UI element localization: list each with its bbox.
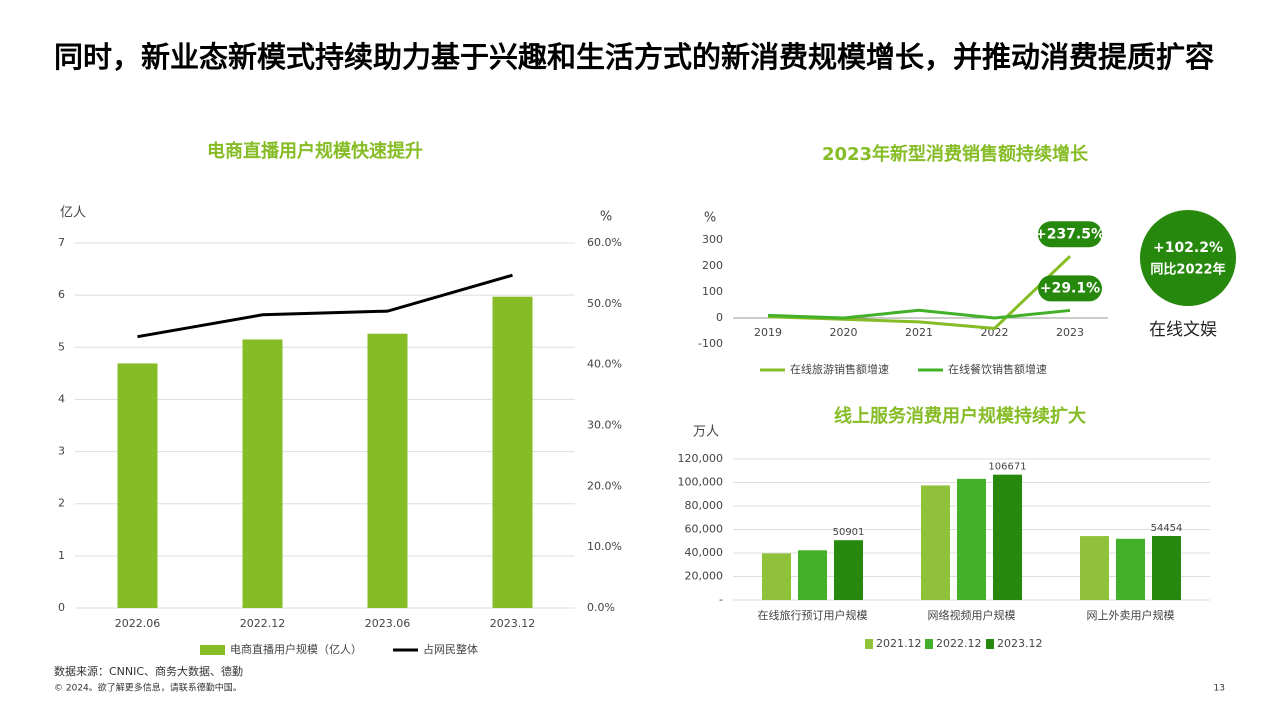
x-tick-label: 2023	[1056, 326, 1084, 339]
y2-tick-label: 30.0%	[587, 419, 622, 432]
y-tick-label: 0	[716, 311, 723, 324]
y-axis-label: 亿人	[60, 206, 86, 221]
y-tick-label: 3	[58, 445, 65, 458]
callout-value: +102.2%	[1153, 240, 1223, 256]
bar	[1080, 536, 1109, 600]
bar	[921, 485, 950, 600]
x-tick-label: 2020	[830, 326, 858, 339]
chart-title: 电商直播用户规模快速提升	[207, 140, 423, 162]
legend-marker	[986, 639, 994, 649]
x-tick-label: 在线旅行预订用户规模	[758, 608, 868, 622]
x-tick-label: 2023.06	[365, 617, 411, 630]
callout-label: 在线文娱	[1149, 320, 1217, 340]
y-tick-label: 100	[702, 285, 723, 298]
callout-note: 同比2022年	[1150, 262, 1225, 278]
y-tick-label: -	[719, 593, 723, 606]
y-tick-label: 6	[58, 288, 65, 301]
value-label-bubble	[1038, 275, 1102, 302]
legend-marker	[925, 639, 933, 649]
y2-tick-label: 20.0%	[587, 479, 622, 492]
bar	[242, 339, 283, 608]
y2-tick-label: 0.0%	[587, 601, 615, 614]
y2-tick-label: 10.0%	[587, 540, 622, 553]
value-label: 106671	[988, 462, 1026, 473]
line	[137, 273, 513, 339]
legend-marker	[865, 639, 873, 649]
x-tick-label: 2019	[754, 326, 782, 339]
y-tick-label: 100,000	[678, 476, 724, 489]
x-tick-label: 2023.12	[490, 617, 536, 630]
y-tick-label: 0	[58, 601, 65, 614]
bar	[762, 553, 791, 600]
value-label: 54454	[1151, 523, 1183, 534]
value-label: 50901	[833, 527, 865, 538]
bar	[492, 296, 533, 608]
y-tick-label: 40,000	[685, 546, 724, 559]
bar	[117, 363, 158, 608]
y-axis-label: %	[704, 211, 716, 226]
legend-label: 在线旅游销售额增速	[790, 362, 889, 376]
x-tick-label: 2022.12	[240, 617, 286, 630]
chart-title: 2023年新型消费销售额持续增长	[822, 143, 1089, 165]
y2-tick-label: 60.0%	[587, 236, 622, 249]
value-label-bubble	[1038, 221, 1102, 248]
y-tick-label: 20,000	[685, 570, 724, 583]
y2-tick-label: 50.0%	[587, 297, 622, 310]
y-tick-label: 5	[58, 340, 65, 353]
page-number: 13	[1214, 684, 1225, 694]
legend-label: 在线餐饮销售额增速	[948, 362, 1047, 376]
bar	[834, 540, 863, 600]
bar	[1116, 538, 1145, 600]
y-tick-label: 1	[58, 549, 65, 562]
y2-axis-label: %	[600, 210, 612, 225]
y-tick-label: 7	[58, 236, 65, 249]
x-tick-label: 网络视频用户规模	[928, 608, 1016, 622]
y-tick-label: 2	[58, 497, 65, 510]
y-tick-label: 80,000	[685, 499, 724, 512]
bar	[798, 550, 827, 600]
value-label: +237.5%	[1035, 226, 1105, 242]
copyright: © 2024。欲了解更多信息，请联系德勤中国。	[54, 682, 242, 694]
bar	[993, 474, 1022, 600]
y-tick-label: -100	[698, 337, 723, 350]
y-tick-label: 4	[58, 392, 65, 405]
y2-tick-label: 40.0%	[587, 358, 622, 371]
y-tick-label: 60,000	[685, 523, 724, 536]
callout-circle	[1140, 210, 1236, 306]
bar	[1152, 536, 1181, 600]
bar	[957, 478, 986, 600]
legend-label: 2023.12	[997, 637, 1043, 650]
y-axis-label: 万人	[693, 425, 719, 440]
x-tick-label: 2022.06	[115, 617, 161, 630]
y-tick-label: 200	[702, 259, 723, 272]
legend-label: 2022.12	[936, 637, 982, 650]
legend-label: 电商直播用户规模（亿人）	[230, 642, 362, 656]
bar	[367, 333, 408, 608]
legend-marker	[200, 645, 225, 655]
value-label: +29.1%	[1040, 280, 1100, 296]
x-tick-label: 网上外卖用户规模	[1087, 608, 1175, 622]
y-tick-label: 120,000	[678, 452, 724, 465]
chart-title: 线上服务消费用户规模持续扩大	[834, 405, 1086, 427]
legend-label: 2021.12	[876, 637, 922, 650]
source: 数据来源：CNNIC、商务大数据、德勤	[54, 664, 243, 678]
x-tick-label: 2021	[905, 326, 933, 339]
line	[767, 308, 1071, 320]
y-tick-label: 300	[702, 233, 723, 246]
legend-label: 占网民整体	[423, 642, 478, 656]
slide-title: 同时，新业态新模式持续助力基于兴趣和生活方式的新消费规模增长，并推动消费提质扩容	[54, 40, 1215, 74]
